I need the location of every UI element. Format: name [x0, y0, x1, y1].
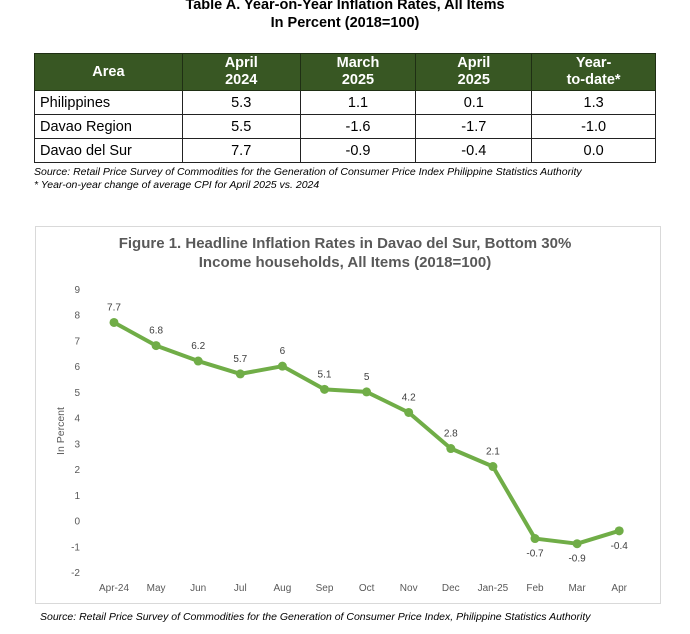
- x-tick-label: Feb: [526, 583, 544, 594]
- data-label: -0.9: [568, 554, 586, 565]
- x-tick-label: Sep: [316, 583, 334, 594]
- data-label: 5.1: [318, 369, 332, 380]
- cell-area: Davao del Sur: [34, 138, 183, 163]
- table-title-line1: Table A. Year-on-Year Inflation Rates, A…: [185, 0, 505, 13]
- y-tick-label: 3: [74, 439, 80, 450]
- data-label: 2.8: [444, 429, 458, 440]
- data-point: [235, 369, 245, 379]
- y-tick-label: 4: [74, 414, 80, 425]
- data-label: 5: [364, 372, 370, 383]
- header-march-2025: March 2025: [299, 53, 417, 91]
- cell-value: -1.7: [415, 114, 533, 139]
- data-point: [320, 384, 329, 394]
- table-source-text: Source: Retail Price Survey of Commoditi…: [34, 166, 582, 178]
- x-tick-label: May: [147, 583, 166, 594]
- table-row: Davao Region 5.5 -1.6 -1.7 -1.0: [34, 114, 656, 139]
- inflation-table: Area April 2024 March 2025 April 2025 Year-…: [34, 53, 656, 163]
- y-axis-label: In Percent: [55, 407, 67, 455]
- cell-value: 0.1: [415, 90, 533, 115]
- x-tick-label: Nov: [400, 583, 418, 594]
- table-source: Source: Retail Price Survey of Commoditi…: [34, 166, 582, 192]
- chart-title-line2: Income households, All Items (2018=100): [198, 254, 492, 271]
- data-labels: 7.7 6.8 6.2 5.7 6 5.1 5 4.2 2.8 2.1 -0.7 -0.9 -0.4: [107, 302, 628, 564]
- data-point: [277, 361, 287, 371]
- chart-source: Source: Retail Price Survey of Commoditi…: [40, 611, 591, 623]
- header-area: Area: [34, 53, 183, 91]
- cell-value: -0.4: [415, 138, 533, 163]
- x-tick-label: Jun: [190, 583, 206, 594]
- header-year-to-date: Year-to-date*: [531, 53, 656, 91]
- data-label: 4.2: [402, 392, 416, 403]
- cell-value: 7.7: [181, 138, 301, 163]
- x-tick-label: Apr-24: [99, 583, 129, 594]
- data-label: -0.4: [611, 541, 629, 552]
- data-point: [193, 356, 203, 366]
- table-row: Philippines 5.3 1.1 0.1 1.3: [34, 90, 656, 115]
- cell-area: Davao Region: [34, 114, 183, 139]
- data-point: [109, 317, 119, 327]
- x-tick-label: Jan-25: [478, 583, 509, 594]
- y-tick-label: 2: [74, 465, 80, 476]
- y-tick-label: 9: [74, 285, 80, 296]
- y-tick-label: 8: [74, 311, 80, 322]
- table-footnote: * Year-on-year change of average CPI for…: [34, 179, 320, 191]
- x-tick-label: Mar: [568, 583, 586, 594]
- y-tick-label: 0: [74, 517, 80, 528]
- y-axis-ticks: 9 8 7 6 5 4 3 2 1 0 -1 -2: [71, 285, 80, 579]
- cell-value: 1.1: [299, 90, 417, 115]
- data-label: 6.2: [191, 341, 205, 352]
- x-tick-label: Dec: [442, 583, 460, 594]
- data-point: [362, 387, 372, 397]
- data-point: [488, 462, 498, 472]
- y-tick-label: 1: [74, 491, 80, 502]
- x-tick-label: Aug: [274, 583, 292, 594]
- data-label: 2.1: [486, 447, 500, 458]
- cell-value: 1.3: [531, 90, 656, 115]
- cell-value: -0.9: [299, 138, 417, 163]
- table-row: Davao del Sur 7.7 -0.9 -0.4 0.0: [34, 138, 656, 163]
- data-label: -0.7: [526, 549, 544, 560]
- data-point: [530, 534, 540, 544]
- y-tick-label: 6: [74, 362, 80, 373]
- data-point: [151, 341, 161, 351]
- x-tick-label: Jul: [234, 583, 247, 594]
- cell-value: -1.0: [531, 114, 656, 139]
- data-point: [404, 407, 414, 417]
- y-tick-label: 5: [74, 388, 80, 399]
- table-title-line2: In Percent (2018=100): [270, 15, 420, 31]
- y-tick-label: 7: [74, 336, 80, 347]
- x-tick-label: Oct: [359, 583, 375, 594]
- chart-title-line1: Figure 1. Headline Inflation Rates in Da…: [118, 235, 572, 252]
- data-label: 5.7: [233, 354, 247, 365]
- table-header-row: Area April 2024 March 2025 April 2025 Year-…: [34, 53, 656, 91]
- cell-value: 0.0: [531, 138, 656, 163]
- chart-title: Figure 1. Headline Inflation Rates in Da…: [0, 234, 690, 272]
- header-april-2025: April 2025: [415, 53, 533, 91]
- y-tick-label: -1: [71, 542, 80, 553]
- data-point: [572, 539, 582, 549]
- series-line: [112, 320, 622, 546]
- data-point: [614, 526, 624, 536]
- y-tick-label: -2: [71, 568, 80, 579]
- data-label: 6: [280, 346, 286, 357]
- cell-area: Philippines: [34, 90, 183, 115]
- data-points: [109, 317, 624, 549]
- data-point: [446, 444, 456, 454]
- x-tick-label: Apr: [611, 583, 627, 594]
- x-axis-ticks: Apr-24 May Jun Jul Aug Sep Oct Nov Dec Jan-25 Feb M…: [99, 583, 628, 594]
- data-label: 7.7: [107, 302, 121, 313]
- table-title: Table A. Year-on-Year Inflation Rates, A…: [0, 0, 690, 32]
- data-label: 6.8: [149, 326, 163, 337]
- header-april-2024: April 2024: [181, 53, 301, 91]
